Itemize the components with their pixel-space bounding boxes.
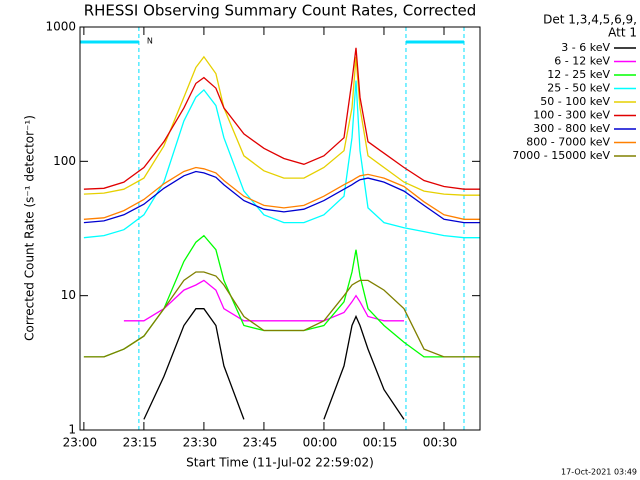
x-tick-label: 00:15 bbox=[363, 436, 398, 450]
x-tick-label: 23:30 bbox=[183, 436, 218, 450]
x-tick-label: 23:45 bbox=[243, 436, 278, 450]
x-tick-label: 23:15 bbox=[123, 436, 158, 450]
y-tick-label: 100 bbox=[53, 154, 76, 168]
x-axis-label: Start Time (11-Jul-02 22:59:02) bbox=[186, 456, 374, 470]
x-tick-label: 00:00 bbox=[303, 436, 338, 450]
legend-label: 7000 - 15000 keV bbox=[512, 149, 610, 162]
footer: 17-Oct-2021 03:49 bbox=[561, 468, 637, 477]
legend-label: 6 - 12 keV bbox=[554, 55, 610, 68]
legend-title: Att 1 bbox=[608, 26, 637, 40]
y-tick-label: 1 bbox=[68, 423, 76, 437]
series-line bbox=[83, 271, 480, 358]
series-line bbox=[143, 308, 405, 420]
x-tick-label: 23:00 bbox=[63, 436, 98, 450]
legend-label: 3 - 6 keV bbox=[561, 41, 610, 54]
series-line bbox=[83, 170, 480, 224]
chart-title: RHESSI Observing Summary Count Rates, Co… bbox=[84, 2, 477, 20]
legend-title: Det 1,3,4,5,6,9, bbox=[543, 13, 637, 27]
legend-label: 800 - 7000 keV bbox=[526, 136, 610, 149]
legend-label: 100 - 300 keV bbox=[533, 109, 610, 122]
series-line bbox=[83, 166, 480, 220]
night-label: N bbox=[147, 37, 153, 46]
legend-label: 25 - 50 keV bbox=[547, 82, 610, 95]
series-line bbox=[83, 47, 480, 190]
series-line bbox=[83, 80, 480, 239]
legend-label: 12 - 25 keV bbox=[547, 68, 610, 81]
plot-frame bbox=[79, 26, 481, 431]
series-line bbox=[83, 55, 480, 196]
y-tick-label: 10 bbox=[61, 288, 76, 302]
series-line bbox=[123, 279, 404, 322]
y-axis-label: Corrected Count Rate (s⁻¹ detector⁻¹) bbox=[23, 115, 37, 341]
legend-label: 300 - 800 keV bbox=[533, 122, 610, 135]
y-tick-label: 1000 bbox=[45, 20, 76, 34]
legend-label: 50 - 100 keV bbox=[540, 95, 610, 108]
x-tick-label: 00:30 bbox=[423, 436, 458, 450]
